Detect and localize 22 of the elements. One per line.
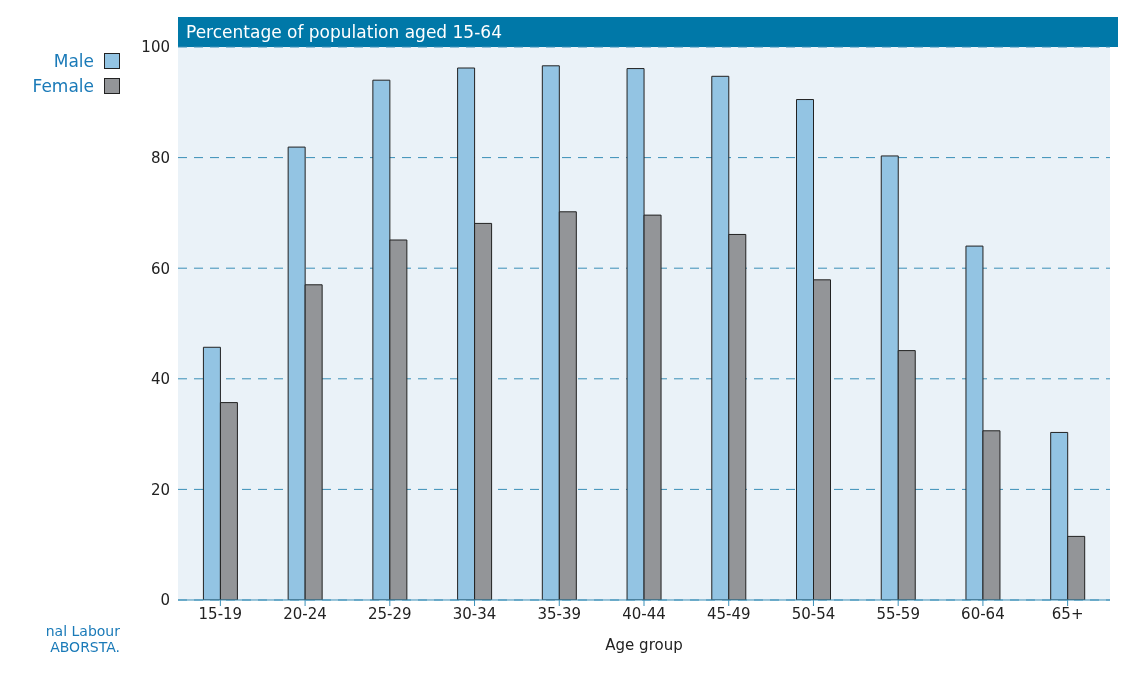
legend-label: Male — [53, 50, 94, 71]
x-tick-label: 25-29 — [368, 604, 412, 623]
chart-title: Percentage of population aged 15-64 — [178, 17, 1118, 47]
legend-label: Female — [32, 75, 94, 96]
x-tick-label: 55-59 — [876, 604, 920, 623]
x-tick-label: 15-19 — [198, 604, 243, 623]
y-tick-label: 40 — [150, 370, 170, 389]
x-tick-label: 40-44 — [622, 604, 666, 623]
x-axis-title: Age group — [605, 636, 683, 654]
x-tick-label: 45-49 — [706, 604, 751, 623]
y-tick-label: 0 — [160, 591, 170, 610]
x-tick-label: 60-64 — [961, 604, 1005, 623]
x-tick-label: 50-54 — [791, 604, 836, 623]
x-tick-label: 65+ — [1051, 604, 1084, 623]
y-tick-label: 60 — [150, 259, 170, 278]
text: nal Labour ABORSTA. — [44, 623, 120, 655]
y-tick-label: 100 — [141, 38, 170, 57]
x-tick-label: 30-34 — [452, 604, 497, 623]
x-tick-label: 35-39 — [537, 604, 582, 623]
y-tick-label: 20 — [150, 480, 170, 499]
x-tick-label: 20-24 — [283, 604, 327, 623]
y-tick-label: 80 — [150, 148, 170, 167]
